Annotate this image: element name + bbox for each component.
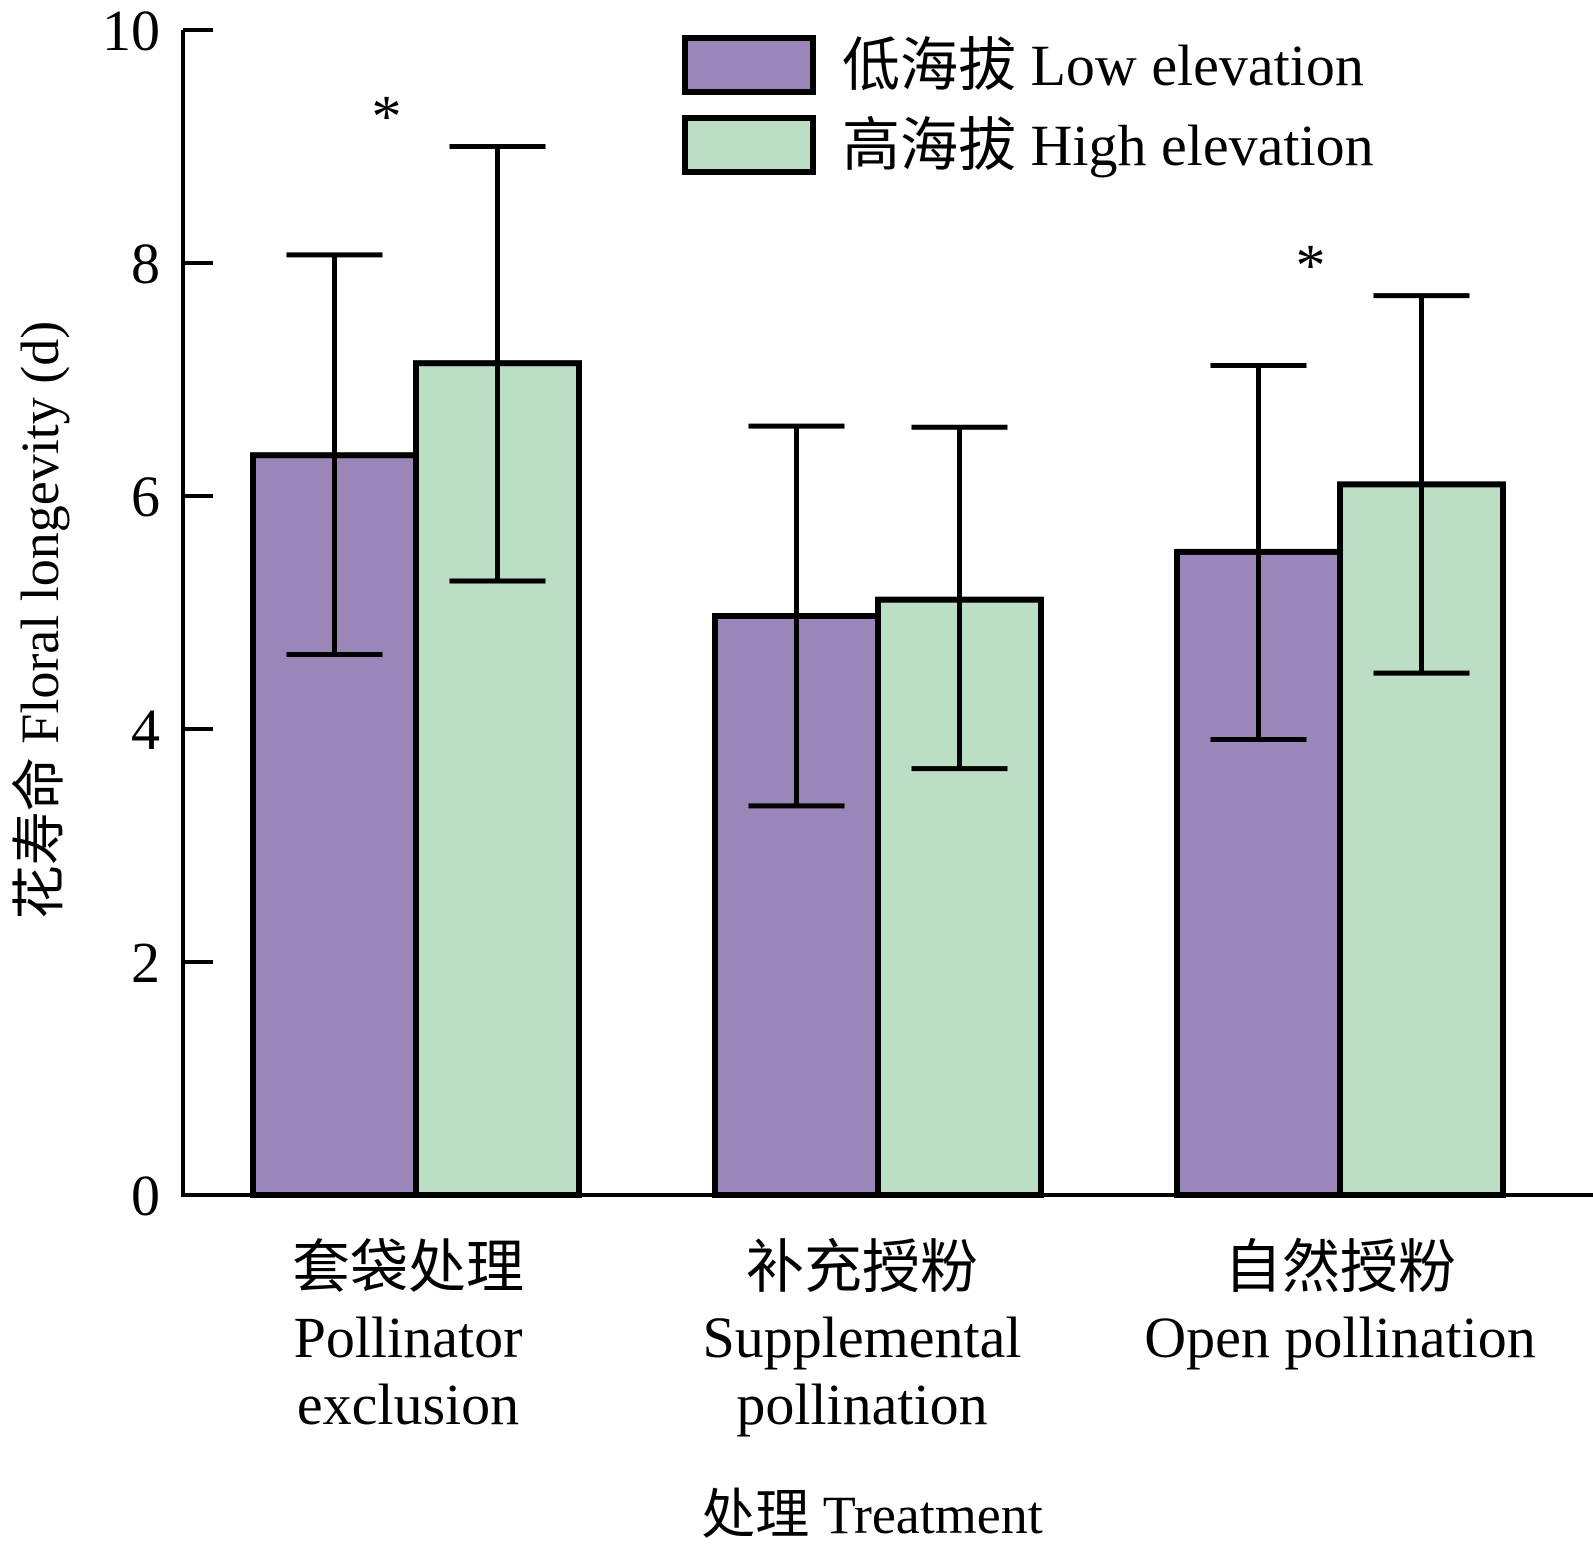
x-category-label-zh: 套袋处理 (292, 1235, 524, 1300)
y-tick-label: 10 (102, 0, 160, 63)
y-tick-label: 0 (131, 1163, 160, 1228)
x-category-label-en: exclusion (297, 1372, 519, 1437)
bars (250, 360, 1506, 1199)
significance-annotations: ** (372, 84, 1326, 299)
x-category-label-en: Supplemental (703, 1305, 1022, 1370)
significance-star: * (372, 84, 402, 150)
bar (1174, 548, 1343, 1198)
legend: 低海拔 Low elevation 高海拔 High elevation (682, 33, 1374, 178)
legend-label: 高海拔 High elevation (842, 113, 1374, 178)
x-category-label-en: pollination (736, 1372, 987, 1437)
significance-star: * (1296, 233, 1326, 299)
legend-label: 低海拔 Low elevation (842, 33, 1364, 98)
x-category-label-zh: 补充授粉 (746, 1235, 978, 1300)
y-tick-label: 8 (131, 231, 160, 296)
x-category-label-zh: 自然授粉 (1224, 1235, 1456, 1300)
x-category-label-en: Pollinator (294, 1305, 523, 1370)
x-category-label-en: Open pollination (1144, 1305, 1535, 1370)
error-bars (286, 144, 1470, 809)
legend-swatch (682, 35, 816, 95)
y-tick-label: 6 (131, 464, 160, 529)
y-axis-label: 花寿命 Floral longevity (d) (10, 321, 70, 919)
y-tick-label: 2 (131, 930, 160, 995)
legend-swatch (682, 115, 816, 175)
y-tick-label: 4 (131, 697, 160, 762)
x-axis-label: 处理 Treatment (701, 1485, 1042, 1545)
